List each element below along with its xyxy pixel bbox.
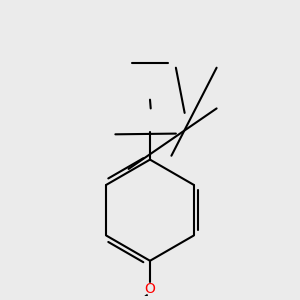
Text: O: O <box>145 282 155 296</box>
